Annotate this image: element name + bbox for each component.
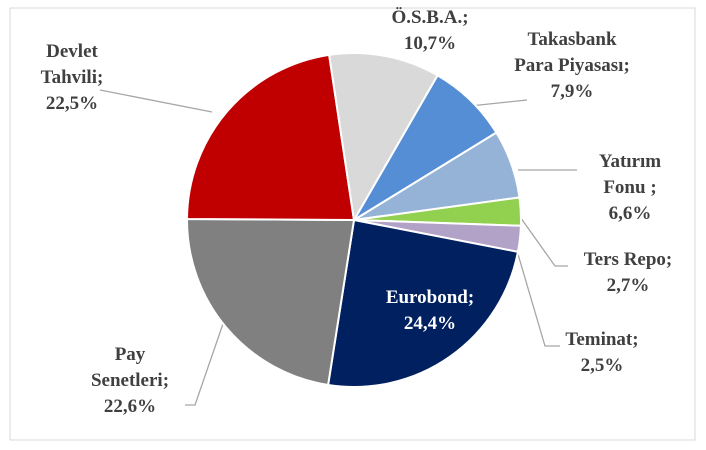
data-label: Teminat; 2,5%: [547, 327, 657, 379]
pie-slice: [186, 217, 356, 387]
leader-line: [517, 213, 568, 267]
data-label: Devlet Tahvili; 22,5%: [27, 39, 117, 117]
data-label: Yatırım Fonu ; 6,6%: [585, 149, 675, 227]
category-label: Yatırım Fonu ;: [598, 151, 662, 198]
value-label: 2,5%: [580, 355, 624, 376]
leader-line: [469, 99, 528, 107]
category-label: Pay Senetleri;: [90, 344, 170, 391]
category-label: Devlet Tahvili;: [40, 41, 104, 88]
value-label: 10,7%: [403, 33, 457, 54]
value-label: 7,9%: [550, 81, 594, 102]
data-label: Takasbank Para Piyasası; 7,9%: [513, 27, 631, 105]
leader-line: [99, 89, 213, 113]
pie-slice: [328, 52, 439, 223]
category-label: Ö.S.B.A.;: [391, 7, 469, 28]
leader-line: [514, 243, 560, 347]
value-label: 24,4%: [403, 313, 457, 334]
data-label: Ö.S.B.A.; 10,7%: [365, 5, 495, 57]
pie-slice: [185, 53, 356, 222]
value-label: 6,6%: [608, 203, 652, 224]
data-label: Eurobond; 24,4%: [365, 285, 495, 337]
category-label: Teminat;: [565, 329, 639, 350]
value-label: 2,7%: [606, 275, 650, 296]
value-label: 22,6%: [103, 396, 157, 417]
data-label: Ters Repo; 2,7%: [563, 247, 693, 299]
data-label: Pay Senetleri; 22,6%: [75, 342, 185, 420]
leader-line: [185, 317, 226, 406]
value-label: 22,5%: [45, 93, 99, 114]
category-label: Ters Repo;: [583, 249, 673, 270]
pie-slice: [326, 218, 520, 388]
category-label: Takasbank Para Piyasası;: [514, 29, 630, 76]
category-label: Eurobond;: [385, 287, 475, 308]
